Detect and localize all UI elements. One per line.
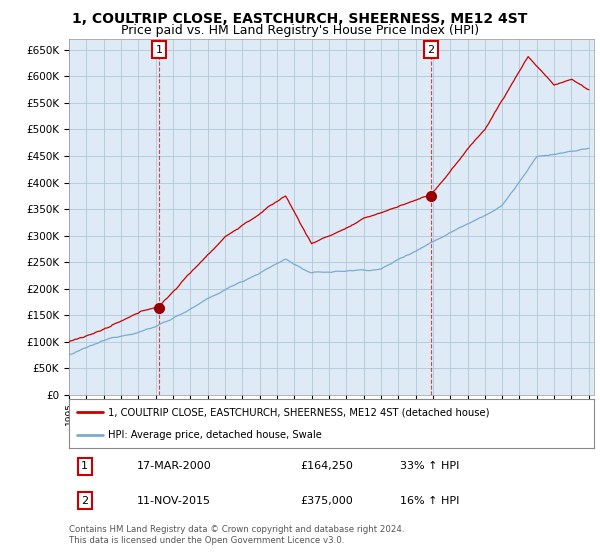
Text: 1: 1 (81, 461, 88, 472)
Text: 33% ↑ HPI: 33% ↑ HPI (400, 461, 459, 472)
Text: 2: 2 (81, 496, 88, 506)
Text: £164,250: £164,250 (300, 461, 353, 472)
Text: 16% ↑ HPI: 16% ↑ HPI (400, 496, 459, 506)
Text: 1, COULTRIP CLOSE, EASTCHURCH, SHEERNESS, ME12 4ST: 1, COULTRIP CLOSE, EASTCHURCH, SHEERNESS… (73, 12, 527, 26)
Text: 11-NOV-2015: 11-NOV-2015 (137, 496, 211, 506)
Text: Price paid vs. HM Land Registry's House Price Index (HPI): Price paid vs. HM Land Registry's House … (121, 24, 479, 36)
Text: £375,000: £375,000 (300, 496, 353, 506)
Text: 17-MAR-2000: 17-MAR-2000 (137, 461, 212, 472)
Text: 1: 1 (156, 45, 163, 55)
Text: 1, COULTRIP CLOSE, EASTCHURCH, SHEERNESS, ME12 4ST (detached house): 1, COULTRIP CLOSE, EASTCHURCH, SHEERNESS… (109, 407, 490, 417)
Text: Contains HM Land Registry data © Crown copyright and database right 2024.
This d: Contains HM Land Registry data © Crown c… (69, 525, 404, 545)
Text: HPI: Average price, detached house, Swale: HPI: Average price, detached house, Swal… (109, 430, 322, 440)
Text: 2: 2 (427, 45, 434, 55)
